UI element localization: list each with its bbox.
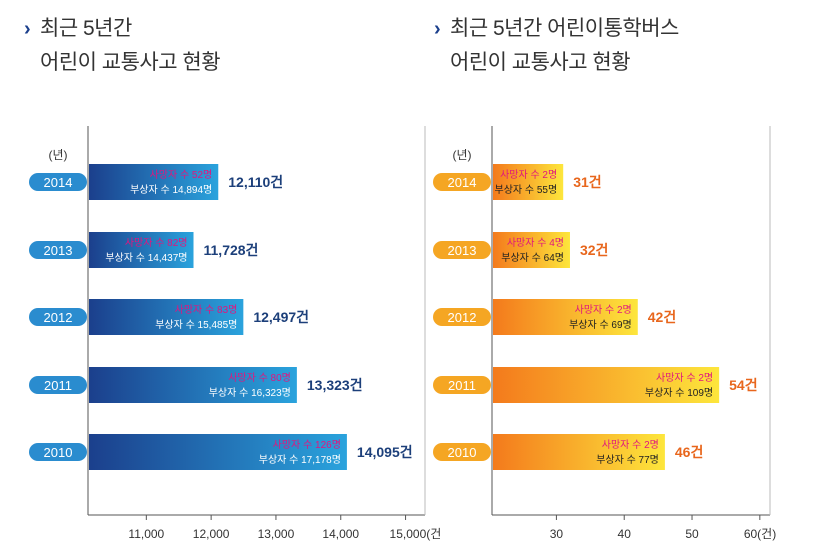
value-label: 14,095건 [357,444,413,460]
x-tick-label: 12,000 [193,527,230,541]
x-tick-label: 15,000(건) [390,527,440,541]
year-badge [29,173,87,191]
chevron-right-icon: › [434,18,441,40]
bar [493,299,638,335]
value-label: 11,728건 [204,242,259,258]
injured-label: 부상자 수 69명 [569,319,632,331]
deaths-label: 사망자 수 126명 [273,439,341,451]
left-chart-panel: › 최근 5년간 어린이 교통사고 현황 (년) 11,000 12,000 13,0… [24,12,440,541]
x-tick-label: 50 [685,527,699,541]
bar [493,434,665,470]
deaths-label: 사망자 수 80명 [228,372,291,384]
year-badge-label: 2014 [44,175,73,190]
x-tick-label: 40 [618,527,632,541]
deaths-label: 사망자 수 2명 [602,439,659,451]
right-chart-panel: › 최근 5년간 어린이통학버스 어린이 교통사고 현황 (년) 30 40 50 60… [420,0,818,558]
right-chart-title: › 최근 5년간 어린이통학버스 어린이 교통사고 현황 [434,12,679,80]
left-chart-title: › 최근 5년간 어린이 교통사고 현황 [24,12,221,80]
injured-label: 부상자 수 109명 [645,387,713,399]
year-badge [433,308,491,326]
year-badge-label: 2012 [44,310,73,325]
injured-label: 부상자 수 16,323명 [209,387,291,399]
chevron-right-icon: › [24,18,31,40]
x-tick-label: 30 [550,527,564,541]
year-unit-label: (년) [452,148,471,162]
bar [493,367,720,403]
year-badge [433,443,491,461]
x-tick-label: 60(건) [744,527,776,541]
year-badge-label: 2010 [448,445,477,460]
year-badge-label: 2013 [448,243,477,258]
bar [89,232,194,268]
deaths-label: 사망자 수 83명 [175,304,238,316]
year-badge [433,376,491,394]
deaths-label: 사망자 수 2명 [500,169,557,181]
value-label: 12,497건 [253,309,309,325]
year-badge-label: 2012 [448,310,477,325]
year-badge [29,308,87,326]
value-label: 42건 [648,309,676,325]
year-badge-label: 2014 [448,175,477,190]
x-tick-label: 11,000 [128,527,164,541]
value-label: 12,110건 [228,174,283,190]
value-label: 32건 [580,242,608,258]
deaths-label: 사망자 수 82명 [125,237,188,249]
injured-label: 부상자 수 17,178명 [259,454,341,466]
deaths-label: 사망자 수 52명 [150,169,213,181]
right-title-line1: 최근 5년간 어린이통학버스 [450,17,679,40]
bar [89,367,297,403]
value-label: 54건 [729,377,757,393]
bar [89,164,219,200]
left-title-line1: 최근 5년간 [40,17,132,40]
deaths-label: 사망자 수 2명 [575,304,632,316]
year-badge [433,241,491,259]
injured-label: 부상자 수 77명 [596,454,659,466]
bar [89,434,347,470]
injured-label: 부상자 수 14,437명 [105,252,187,264]
left-title-line2: 어린이 교통사고 현황 [40,51,221,74]
year-badge-label: 2010 [44,445,73,460]
year-badge [29,241,87,259]
bar [493,164,564,200]
year-badge-label: 2011 [448,378,476,393]
year-unit-label: (년) [48,148,67,162]
x-tick-label: 13,000 [258,527,295,541]
year-badge-label: 2013 [44,243,73,258]
bar [89,299,244,335]
injured-label: 부상자 수 64명 [501,252,564,264]
left-bar-chart: (년) 11,000 12,000 13,000 14,000 15,000(건) 2014… [29,126,440,541]
bar [493,232,570,268]
year-badge [29,443,87,461]
year-badge [433,173,491,191]
injured-label: 부상자 수 15,485명 [155,319,237,331]
deaths-label: 사망자 수 2명 [656,372,713,384]
right-title-line2: 어린이 교통사고 현황 [450,51,631,74]
injured-label: 부상자 수 55명 [495,184,558,196]
year-badge-label: 2011 [44,378,72,393]
value-label: 31건 [573,174,601,190]
injured-label: 부상자 수 14,894명 [130,184,212,196]
x-tick-label: 14,000 [322,527,359,541]
value-label: 46건 [675,444,703,460]
year-badge [29,376,87,394]
value-label: 13,323건 [307,377,363,393]
deaths-label: 사망자 수 4명 [507,237,564,249]
